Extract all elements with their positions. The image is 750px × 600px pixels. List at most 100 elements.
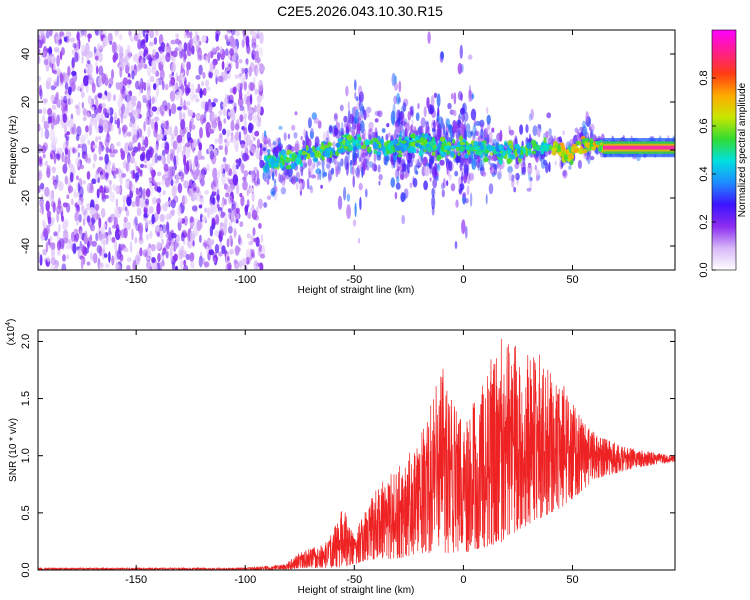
noise-blob bbox=[118, 55, 124, 65]
noise-blob bbox=[64, 218, 69, 228]
noise-blob bbox=[171, 166, 176, 177]
noise-blob bbox=[146, 99, 149, 112]
noise-blob bbox=[170, 76, 176, 86]
noise-blob bbox=[70, 118, 74, 128]
x-tick-label: -150 bbox=[125, 274, 147, 286]
noise-blob bbox=[244, 67, 249, 74]
colorbar-tick-label: 0.6 bbox=[698, 118, 710, 133]
noise-blob bbox=[144, 198, 150, 206]
noise-blob bbox=[122, 160, 128, 169]
noise-blob bbox=[153, 37, 158, 45]
noise-blob bbox=[172, 140, 178, 150]
noise-blob bbox=[224, 183, 229, 190]
halo-blob bbox=[299, 181, 303, 192]
noise-blob bbox=[193, 138, 197, 149]
noise-blob bbox=[149, 75, 155, 83]
noise-blob bbox=[251, 30, 257, 39]
noise-blob bbox=[259, 253, 266, 259]
burst-blob bbox=[461, 123, 464, 132]
noise-blob bbox=[226, 256, 230, 262]
noise-blob bbox=[141, 39, 146, 45]
noise-blob bbox=[74, 192, 80, 198]
noise-blob bbox=[81, 204, 85, 212]
noise-blob bbox=[80, 134, 86, 146]
halo-blob bbox=[330, 167, 335, 175]
noise-blob bbox=[188, 187, 192, 198]
noise-blob bbox=[199, 234, 202, 243]
burst-blob bbox=[450, 183, 456, 192]
halo-blob bbox=[309, 186, 314, 194]
noise-blob bbox=[241, 152, 248, 162]
noise-blob bbox=[38, 39, 43, 49]
burst-blob bbox=[455, 150, 459, 166]
halo-blob bbox=[310, 174, 316, 179]
burst-blob bbox=[356, 172, 361, 179]
noise-blob bbox=[126, 221, 131, 231]
trace-blob bbox=[490, 152, 494, 156]
trace-blob bbox=[436, 154, 442, 162]
noise-blob bbox=[71, 57, 75, 69]
halo-blob bbox=[262, 147, 267, 152]
noise-blob bbox=[115, 209, 119, 215]
halo-blob bbox=[485, 193, 488, 205]
trace-blob bbox=[561, 144, 566, 152]
noise-blob bbox=[100, 227, 105, 235]
burst-blob bbox=[452, 109, 457, 117]
noise-blob bbox=[213, 114, 218, 119]
burst-blob bbox=[437, 106, 440, 117]
burst-blob bbox=[471, 158, 477, 170]
noise-blob bbox=[138, 225, 144, 237]
noise-blob bbox=[60, 106, 66, 112]
burst-blob bbox=[391, 156, 394, 169]
noise-blob bbox=[251, 35, 257, 48]
noise-blob bbox=[132, 259, 137, 270]
halo-blob bbox=[294, 140, 300, 153]
noise-blob bbox=[58, 238, 65, 250]
trace-blob bbox=[507, 158, 513, 163]
burst-blob bbox=[367, 131, 372, 138]
noise-blob bbox=[260, 65, 265, 72]
trace-blob bbox=[415, 139, 421, 144]
noise-blob bbox=[58, 223, 61, 233]
noise-blob bbox=[215, 46, 220, 52]
noise-blob bbox=[184, 147, 190, 159]
noise-blob bbox=[53, 119, 58, 126]
halo-blob bbox=[374, 110, 380, 116]
noise-blob bbox=[69, 98, 74, 104]
burst-blob bbox=[351, 166, 355, 176]
noise-blob bbox=[69, 146, 73, 153]
noise-blob bbox=[80, 82, 85, 92]
noise-blob bbox=[231, 200, 236, 212]
noise-blob bbox=[98, 217, 102, 229]
noise-blob bbox=[250, 145, 256, 154]
noise-blob bbox=[112, 162, 116, 168]
trace-blob bbox=[582, 149, 588, 154]
noise-blob bbox=[94, 203, 100, 211]
noise-blob bbox=[191, 142, 194, 151]
halo-blob bbox=[423, 106, 427, 118]
noise-blob bbox=[42, 107, 47, 115]
noise-blob bbox=[222, 128, 227, 136]
noise-blob bbox=[101, 190, 106, 200]
noise-blob bbox=[248, 81, 254, 92]
noise-blob bbox=[206, 238, 211, 246]
noise-blob bbox=[238, 131, 242, 143]
burst-blob bbox=[463, 163, 469, 177]
noise-blob bbox=[125, 103, 130, 113]
halo-blob bbox=[374, 118, 379, 123]
noise-blob bbox=[199, 88, 203, 99]
burst-blob bbox=[471, 93, 475, 100]
trace-blob bbox=[289, 153, 292, 159]
noise-blob bbox=[98, 246, 103, 257]
trace-blob bbox=[439, 136, 446, 142]
trace-blob bbox=[353, 145, 358, 152]
noise-blob bbox=[252, 44, 255, 55]
noise-blob bbox=[137, 222, 143, 234]
noise-blob bbox=[203, 261, 210, 268]
noise-blob bbox=[227, 111, 232, 117]
noise-blob bbox=[195, 162, 200, 169]
noise-blob bbox=[87, 33, 92, 39]
noise-blob bbox=[142, 44, 147, 51]
noise-blob bbox=[234, 131, 240, 141]
noise-blob bbox=[127, 79, 132, 85]
